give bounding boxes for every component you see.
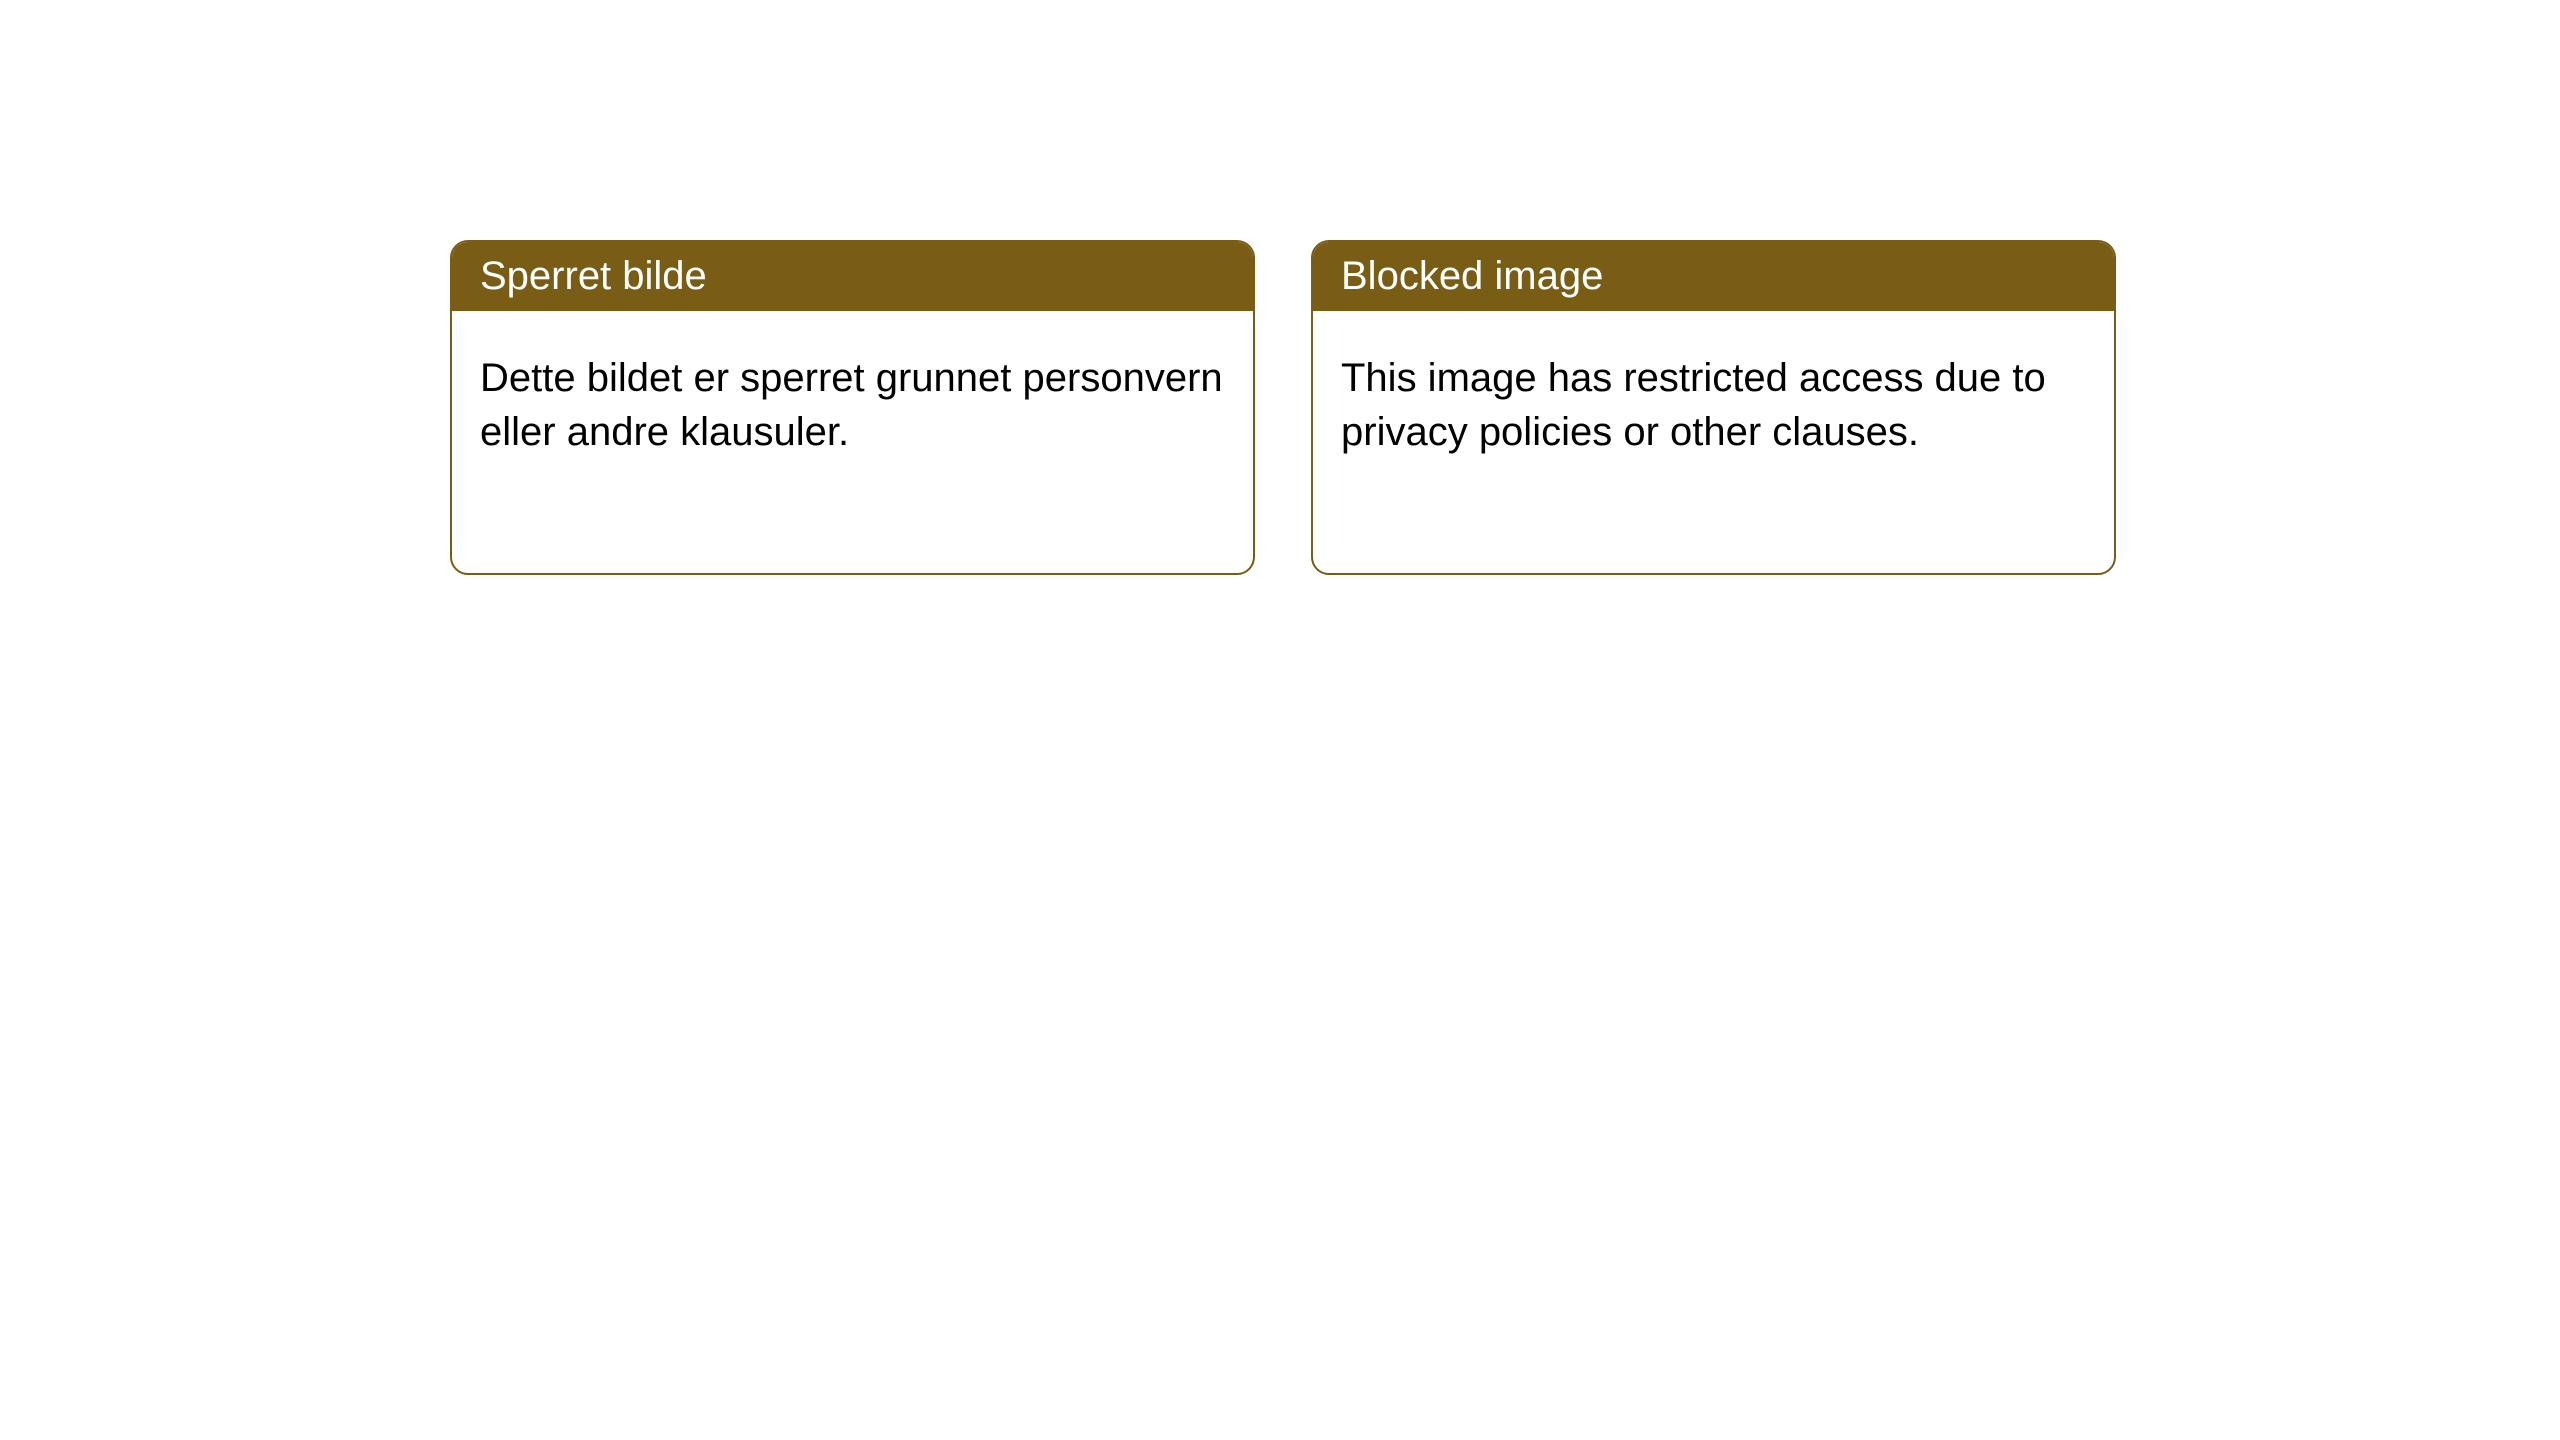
card-header: Sperret bilde (452, 242, 1253, 311)
card-title: Sperret bilde (480, 254, 707, 298)
card-body: Dette bildet er sperret grunnet personve… (452, 311, 1253, 499)
card-title: Blocked image (1341, 254, 1603, 298)
notice-card-english: Blocked image This image has restricted … (1311, 240, 2116, 575)
notice-container: Sperret bilde Dette bildet er sperret gr… (450, 240, 2116, 575)
card-message: Dette bildet er sperret grunnet personve… (480, 356, 1223, 454)
card-message: This image has restricted access due to … (1341, 356, 2046, 454)
card-body: This image has restricted access due to … (1313, 311, 2114, 499)
notice-card-norwegian: Sperret bilde Dette bildet er sperret gr… (450, 240, 1255, 575)
card-header: Blocked image (1313, 242, 2114, 311)
